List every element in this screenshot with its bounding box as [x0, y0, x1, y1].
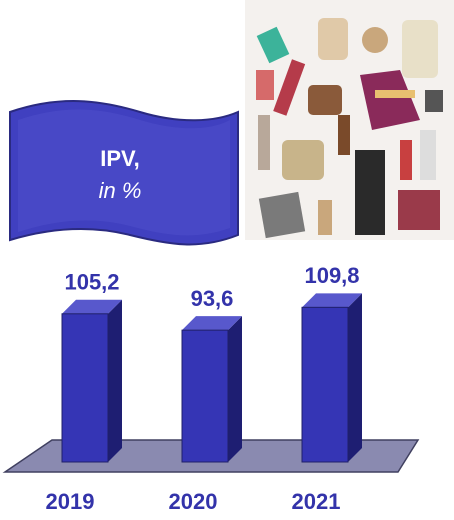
gloves	[425, 90, 443, 112]
scarf	[256, 26, 290, 64]
clothes-picture	[245, 0, 454, 240]
scarf-2	[400, 140, 412, 180]
bar-top	[62, 299, 122, 314]
shoe	[318, 200, 332, 235]
scarf-3	[420, 130, 436, 180]
cardigan	[282, 140, 324, 180]
value-label: 93,6	[191, 286, 234, 311]
scarf-red	[273, 59, 306, 116]
x-tick-label: 2021	[292, 489, 341, 514]
chart-subtitle: in %	[99, 178, 142, 203]
jacket	[402, 20, 438, 78]
flag-shade	[18, 109, 230, 236]
jacket-2	[398, 190, 440, 230]
x-tick-label: 2020	[169, 489, 218, 514]
chart-title: IPV,	[100, 146, 140, 171]
bag	[308, 85, 342, 115]
x-tick-label: 2019	[46, 489, 95, 514]
top	[318, 18, 348, 60]
bar	[61, 313, 109, 463]
coat	[258, 191, 306, 239]
trousers	[355, 150, 385, 235]
bar-side	[348, 293, 362, 462]
bar-top	[182, 316, 242, 331]
bar	[181, 329, 229, 463]
value-label: 105,2	[64, 270, 119, 295]
bar-top	[302, 293, 362, 308]
bar-side	[228, 316, 242, 462]
value-label: 109,8	[304, 263, 359, 288]
pants	[258, 115, 270, 170]
poncho	[360, 70, 420, 130]
boot	[338, 115, 350, 155]
hat-red	[256, 70, 274, 100]
bar	[301, 306, 349, 463]
bar-side	[108, 299, 122, 462]
stripe	[375, 90, 415, 98]
flag	[9, 100, 239, 246]
hat	[362, 27, 388, 53]
